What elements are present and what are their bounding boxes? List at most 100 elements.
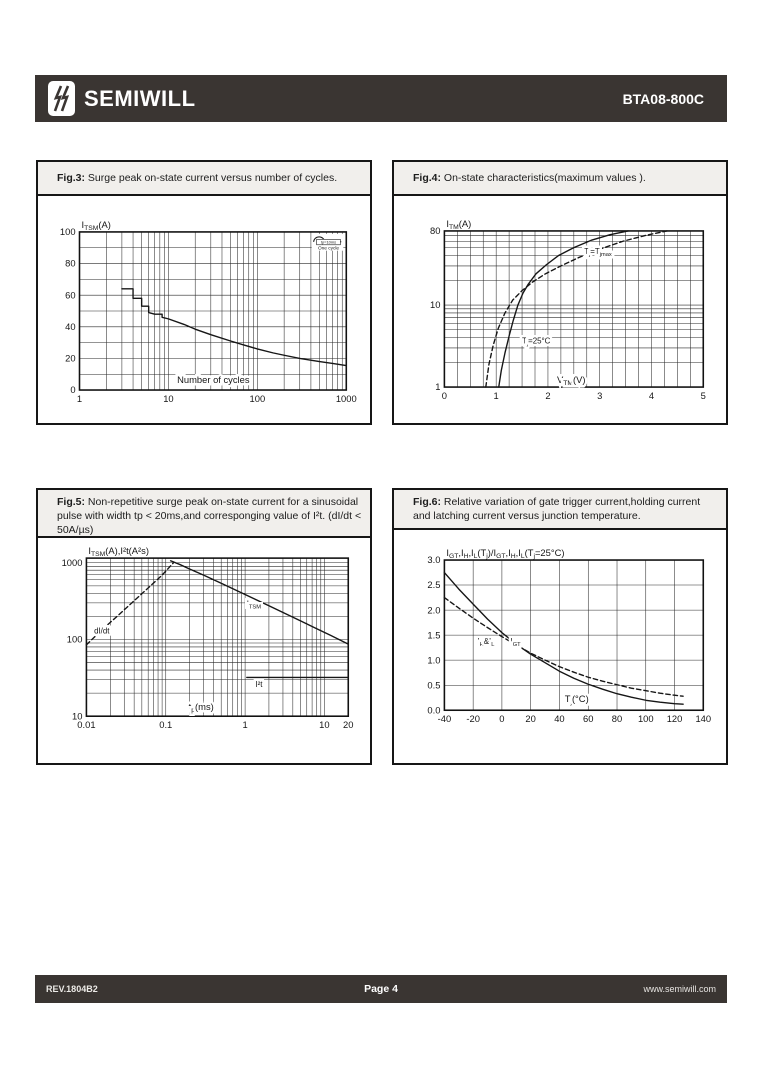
figure-4: Fig.4: On-state characteristics(maximum …	[392, 160, 728, 425]
svg-text:1000: 1000	[336, 394, 357, 404]
svg-text:1: 1	[77, 394, 82, 404]
fig5-curve-ITSM	[169, 560, 349, 645]
website-link[interactable]: www.semiwill.com	[643, 984, 716, 994]
figure-4-title: Fig.4: On-state characteristics(maximum …	[394, 162, 726, 196]
svg-text:3: 3	[597, 391, 602, 401]
fig5-annotation: dI/dt	[94, 626, 110, 635]
svg-text:60: 60	[65, 290, 75, 300]
svg-text:0.01: 0.01	[77, 720, 95, 730]
fig4-curve-TjTjmax	[485, 230, 668, 388]
part-number: BTA08-800C	[622, 90, 704, 107]
svg-text:5: 5	[701, 391, 706, 401]
fig6-curve-IGT	[443, 571, 684, 705]
header-bar: SEMIWILL BTA08-800C	[35, 75, 727, 122]
lightning-logo-icon	[48, 81, 75, 116]
svg-text:2: 2	[545, 391, 550, 401]
fig4-annotation: Tj=Tjmax	[584, 247, 612, 258]
figure-3-caption: Surge peak on-state current versus numbe…	[85, 171, 338, 184]
fig5-annotation: I²t	[255, 680, 263, 689]
svg-text:-20: -20	[466, 714, 480, 724]
fig4-curve-Tj25C	[498, 230, 629, 388]
figure-5-title: Fig.5: Non-repetitive surge peak on-stat…	[38, 490, 370, 538]
svg-text:0.5: 0.5	[427, 680, 440, 690]
fig6-plot-frame	[443, 559, 705, 712]
figure-3-title: Fig.3: Surge peak on-state current versu…	[38, 162, 370, 196]
fig3-curve-ITSM	[121, 288, 347, 367]
fig4-plot-frame	[443, 230, 705, 388]
svg-text:0: 0	[442, 391, 447, 401]
brand-name: SEMIWILL	[84, 85, 196, 111]
svg-text:80: 80	[65, 259, 75, 269]
figure-5-chart: 0.01 0.1 1 10 20 10 100 1000 ITSM(A),I²t(A²s) tp(…	[38, 538, 370, 763]
non-repetitive-surge-chart: 0.01 0.1 1 10 20 10 100 1000 ITSM(A),I²t(A²s) tp(…	[62, 546, 354, 730]
svg-text:1: 1	[494, 391, 499, 401]
fig6-annotation: IGT	[511, 637, 522, 648]
fig5-x-axis-label: tp(ms)	[189, 702, 214, 714]
fig5-tick-labels: 0.01 0.1 1 10 20 10 100 1000	[62, 558, 354, 730]
figure-3: Fig.3: Surge peak on-state current versu…	[36, 160, 372, 425]
figure-4-label: Fig.4:	[413, 171, 441, 184]
svg-text:1: 1	[242, 720, 247, 730]
fig4-annotation: Tj=25°C	[522, 336, 551, 347]
svg-text:100: 100	[250, 394, 266, 404]
figure-4-chart: 0 1 2 3 4 5 1 10 80 ITM(A) VTM(V) Tj=Tjmax Tj=25°C	[394, 196, 726, 423]
figure-6-caption: Relative variation of gate trigger curre…	[413, 496, 701, 523]
svg-text:2.0: 2.0	[427, 605, 440, 615]
svg-text:1: 1	[435, 382, 440, 392]
svg-text:0.0: 0.0	[427, 705, 440, 715]
svg-text:10: 10	[163, 394, 173, 404]
fig4-series	[485, 230, 668, 388]
svg-text:tp=10ms: tp=10ms	[321, 240, 336, 245]
fig4-y-axis-label: ITM(A)	[446, 219, 471, 231]
fig3-x-axis-label: Number of cycles	[177, 375, 250, 385]
svg-text:80: 80	[430, 226, 440, 236]
fig6-annotation: IH&IL	[477, 637, 494, 648]
figure-6-label: Fig.6:	[413, 496, 441, 508]
svg-text:40: 40	[65, 322, 75, 332]
fig3-plot-frame	[78, 231, 348, 391]
svg-text:80: 80	[612, 714, 622, 724]
svg-text:140: 140	[695, 714, 711, 724]
svg-text:10: 10	[72, 711, 82, 721]
svg-text:20: 20	[343, 720, 353, 730]
svg-text:10: 10	[319, 720, 329, 730]
svg-text:1000: 1000	[62, 558, 83, 568]
figure-6-chart: -40 -20 0 20 40 60 80 100 120 140 0.0 0.5 1.0 1.5 2.0 2…	[394, 530, 726, 763]
fig5-grid	[86, 558, 349, 717]
figure-3-label: Fig.3:	[57, 171, 85, 184]
svg-text:4: 4	[649, 391, 654, 401]
revision-label: REV.1804B2	[46, 984, 98, 994]
figure-6-title: Fig.6: Relative variation of gate trigge…	[394, 490, 726, 530]
svg-text:100: 100	[60, 227, 76, 237]
svg-text:120: 120	[667, 714, 683, 724]
fig3-grid	[79, 231, 347, 391]
surge-current-vs-cycles-chart: 1 10 100 1000 0 20 40 60 80 100 ITSM(A) Number of c…	[60, 220, 357, 404]
fig6-series	[443, 571, 684, 705]
fig3-series	[121, 288, 347, 367]
svg-text:100: 100	[67, 635, 83, 645]
svg-text:0.1: 0.1	[159, 720, 172, 730]
trigger-current-vs-temperature-chart: -40 -20 0 20 40 60 80 100 120 140 0.0 0.5 1.0 1.5 2.0 2…	[427, 548, 711, 724]
figure-5: Fig.5: Non-repetitive surge peak on-stat…	[36, 488, 372, 765]
svg-text:1.0: 1.0	[427, 655, 440, 665]
svg-text:40: 40	[554, 714, 564, 724]
fig6-y-axis-label: IGT,IH,IL(Tj)/IGT,IH,IL(Tj=25°C)	[446, 548, 564, 560]
svg-text:2.5: 2.5	[427, 580, 440, 590]
fig3-y-axis-label: ITSM(A)	[81, 220, 110, 232]
svg-text:20: 20	[65, 354, 75, 364]
fig4-x-axis-label: VTM(V)	[557, 375, 586, 387]
fig5-y-axis-label: ITSM(A),I²t(A²s)	[88, 546, 149, 558]
figure-3-chart: 1 10 100 1000 0 20 40 60 80 100 ITSM(A) Number of c…	[38, 196, 370, 423]
svg-text:10: 10	[430, 300, 440, 310]
footer-bar: REV.1804B2 Page 4 www.semiwill.com	[35, 975, 727, 1003]
svg-text:-40: -40	[438, 714, 452, 724]
fig4-grid	[444, 230, 704, 388]
fig5-curve-dIdt	[85, 562, 175, 646]
svg-text:3.0: 3.0	[427, 555, 440, 565]
fig5-series	[85, 560, 349, 679]
fig6-tick-labels: -40 -20 0 20 40 60 80 100 120 140 0.0 0.5 1.0 1.5 2.0 2…	[427, 555, 711, 724]
